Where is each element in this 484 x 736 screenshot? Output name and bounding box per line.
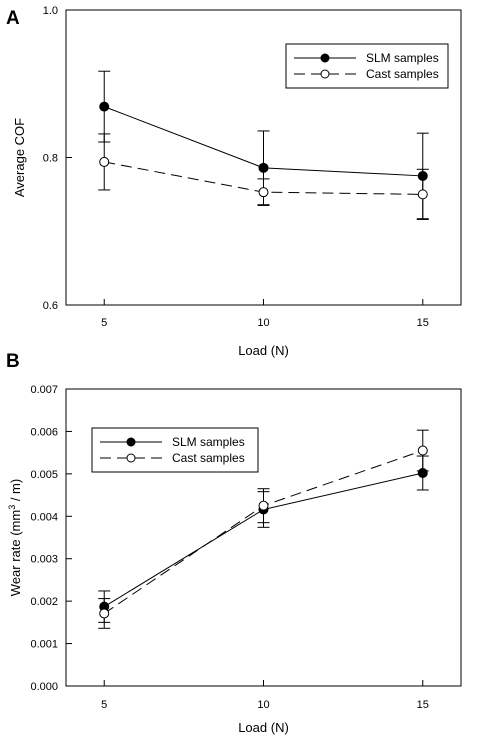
x-tick-label: 10 [257,699,269,711]
data-point [417,445,428,456]
y-tick-label: 0.001 [30,639,58,651]
y-tick-label: 0.000 [30,681,58,693]
legend-box [285,43,449,89]
y-tick-label: 0.006 [30,426,58,438]
data-point [258,162,269,173]
y-axis-title-suffix: / m) [8,479,23,505]
data-point [417,189,428,200]
y-tick-label: 0.005 [30,469,58,481]
y-tick-label: 0.004 [30,511,58,523]
panel-a: A 0.6 0.8 1.0 5 10 15 Load (N) Average COF SLM sa… [6,5,462,358]
legend-box [91,427,259,473]
legend-label: Cast samples [366,67,439,81]
legend-marker [126,437,136,447]
legend: SLM samples Cast samples [91,427,259,473]
y-tick-label: 0.8 [43,153,58,165]
legend-marker [320,53,330,63]
x-tick-label: 15 [417,699,429,711]
legend-label: SLM samples [172,435,245,449]
x-axis-title: Load (N) [238,343,289,358]
data-point [258,187,269,198]
y-tick-label: 0.007 [30,384,58,396]
y-tick-label: 0.002 [30,596,58,608]
data-point [258,500,269,511]
y-axis-title: Wear rate (mm3 / m) [7,479,23,596]
data-point [99,608,110,619]
y-axis-title-main: Average COF [12,118,27,197]
legend-label: Cast samples [172,451,245,465]
legend: SLM samples Cast samples [285,43,449,89]
series-line [103,450,423,614]
series-1 [98,429,429,629]
x-tick-label: 5 [101,317,107,329]
series-1 [98,133,429,220]
y-tick-label: 0.003 [30,554,58,566]
x-tick-label: 5 [101,699,107,711]
x-axis-title: Load (N) [238,720,289,735]
series-0 [98,455,429,623]
legend-label: SLM samples [366,51,439,65]
panel-letter: B [6,351,20,372]
y-axis-title-main: Wear rate (mm [8,510,23,596]
y-axis-title-superscript: 3 [7,505,17,510]
legend-marker [126,453,136,463]
x-tick-label: 15 [417,317,429,329]
y-tick-label: 1.0 [43,5,58,17]
legend-marker [320,69,330,79]
y-axis-title: Average COF [12,118,27,197]
y-tick-label: 0.6 [43,300,58,312]
data-point [99,101,110,112]
panel-b: B 0.000 0.001 0.002 0.003 0.004 0.005 0.006 0.00… [6,351,462,735]
data-point [99,156,110,167]
x-tick-label: 10 [257,317,269,329]
panel-letter: A [6,8,20,29]
